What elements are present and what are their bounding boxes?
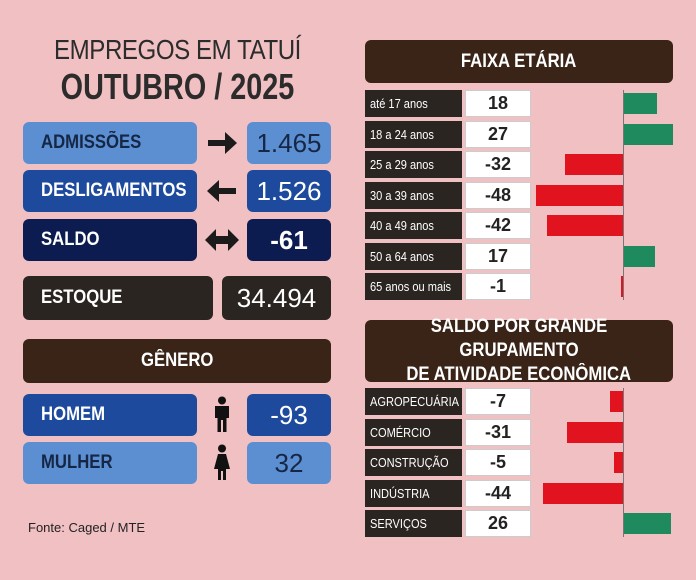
bar: [621, 276, 623, 297]
bar: [624, 245, 655, 267]
bar: [565, 154, 623, 175]
estoque-value: 34.494: [222, 276, 331, 320]
estoque-label: ESTOQUE: [23, 276, 213, 320]
value-label: -31: [465, 418, 531, 446]
atividade-header: SALDO POR GRANDE GRUPAMENTO DE ATIVIDADE…: [365, 316, 673, 385]
male-icon: [210, 396, 234, 434]
value-label: 18: [465, 90, 531, 117]
bar: [536, 184, 623, 206]
value-label: -44: [465, 479, 531, 507]
category-label: 65 anos ou mais: [365, 273, 462, 300]
bar: [624, 93, 657, 114]
atividade-chart: AGROPECUÁRIA -7 COMÉRCIO -31 CONSTRUÇÃO -5 IND…: [365, 388, 685, 543]
arrow-left-icon: [205, 175, 239, 207]
source-note: Fonte: Caged / MTE: [28, 520, 146, 535]
value-label: 27: [465, 120, 531, 148]
page-title-line2: OUTUBRO / 2025: [60, 66, 295, 107]
category-label: 25 a 29 anos: [365, 151, 462, 178]
value-label: -7: [465, 388, 531, 415]
atividade-header-line2: DE ATIVIDADE ECONÔMICA: [406, 364, 632, 385]
category-label: CONSTRUÇÃO: [365, 449, 462, 476]
category-label: SERVIÇOS: [365, 510, 462, 537]
category-label: COMÉRCIO: [365, 418, 462, 446]
faixa-etaria-chart: até 17 anos 18 18 a 24 anos 27 25 a 29 anos -…: [365, 90, 685, 306]
saldo-label: SALDO: [23, 219, 197, 261]
genero-header: GÊNERO: [23, 339, 331, 383]
value-label: 26: [465, 510, 531, 537]
category-label: 40 a 49 anos: [365, 212, 462, 239]
value-label: -1: [465, 273, 531, 300]
bar: [624, 123, 673, 145]
homem-value: -93: [247, 394, 331, 436]
bar: [566, 421, 623, 443]
female-icon: [210, 444, 234, 482]
category-label: AGROPECUÁRIA: [365, 388, 462, 415]
category-label: 50 a 64 anos: [365, 242, 462, 270]
bar: [613, 452, 623, 473]
arrow-right-icon: [205, 127, 239, 159]
mulher-label: MULHER: [23, 442, 197, 484]
value-label: -48: [465, 181, 531, 209]
homem-label: HOMEM: [23, 394, 197, 436]
admissoes-value: 1.465: [247, 122, 331, 164]
atividade-header-line1: SALDO POR GRANDE GRUPAMENTO: [430, 316, 608, 361]
desligamentos-label: DESLIGAMENTOS: [23, 170, 197, 212]
bar: [610, 391, 623, 412]
chart-zero-axis: [623, 90, 624, 300]
category-label: INDÚSTRIA: [365, 479, 462, 507]
faixa-etaria-header: FAIXA ETÁRIA: [365, 40, 673, 83]
saldo-value: -61: [247, 219, 331, 261]
admissoes-label: ADMISSÕES: [23, 122, 197, 164]
desligamentos-value: 1.526: [247, 170, 331, 212]
value-label: -5: [465, 449, 531, 476]
bar: [546, 215, 623, 236]
category-label: 30 a 39 anos: [365, 181, 462, 209]
mulher-value: 32: [247, 442, 331, 484]
category-label: até 17 anos: [365, 90, 462, 117]
chart-zero-axis: [623, 388, 624, 537]
value-label: 17: [465, 242, 531, 270]
value-label: -42: [465, 212, 531, 239]
value-label: -32: [465, 151, 531, 178]
bar: [543, 482, 623, 504]
category-label: 18 a 24 anos: [365, 120, 462, 148]
page-title-line1: EMPREGOS EM TATUÍ: [54, 34, 301, 65]
bar: [624, 513, 672, 534]
double-arrow-icon: [203, 224, 241, 256]
